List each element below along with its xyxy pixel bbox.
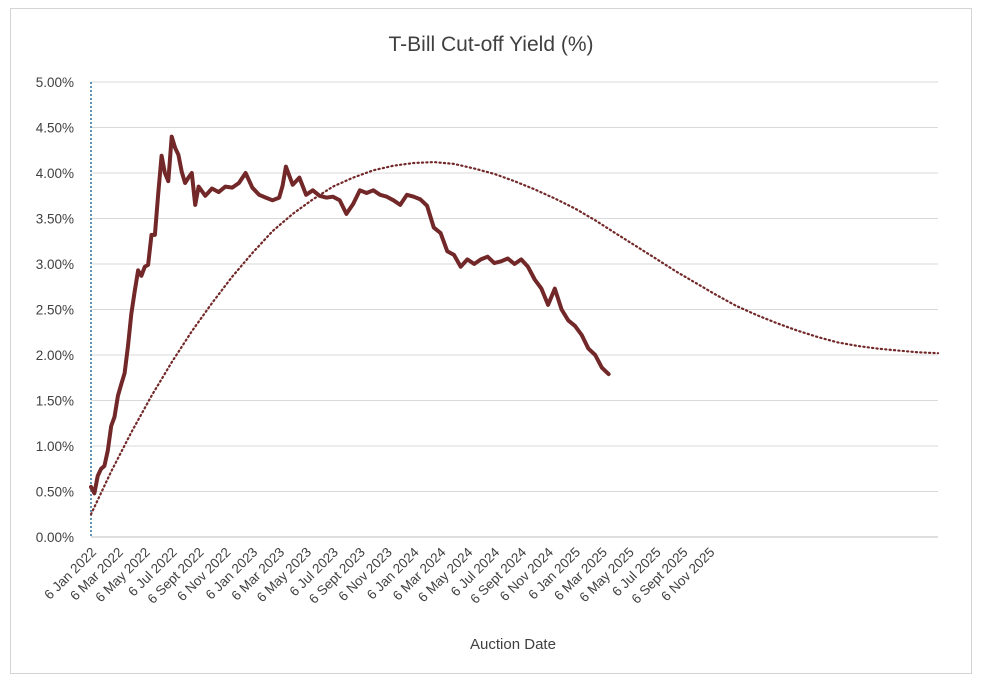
x-axis-title: Auction Date	[470, 636, 556, 653]
y-tick-label: 2.50%	[36, 303, 74, 318]
y-tick-label: 5.00%	[36, 75, 74, 90]
y-tick-label: 0.50%	[36, 485, 74, 500]
y-axis	[90, 82, 938, 538]
chart-title: T-Bill Cut-off Yield (%)	[388, 33, 593, 56]
y-tick-label: 4.50%	[36, 121, 74, 136]
y-tick-label: 3.00%	[36, 257, 74, 272]
y-tick-label: 1.00%	[36, 439, 74, 454]
y-tick-label: 0.00%	[36, 530, 74, 545]
y-tick-label: 4.00%	[36, 166, 74, 181]
trendline	[89, 160, 940, 516]
series-line	[89, 134, 611, 496]
y-tick-label: 1.50%	[36, 394, 74, 409]
gridlines	[91, 81, 938, 538]
y-tick-label: 3.50%	[36, 212, 74, 227]
y-tick-label: 2.00%	[36, 348, 74, 363]
line-chart: T-Bill Cut-off Yield (%) 0.00% 0.50% 1.00%…	[36, 33, 940, 653]
chart-frame: T-Bill Cut-off Yield (%) 0.00% 0.50% 1.00%…	[10, 8, 972, 674]
y-tick-labels: 0.00% 0.50% 1.00% 1.50% 2.00% 2.50% 3.00% 3.50%…	[36, 75, 74, 545]
